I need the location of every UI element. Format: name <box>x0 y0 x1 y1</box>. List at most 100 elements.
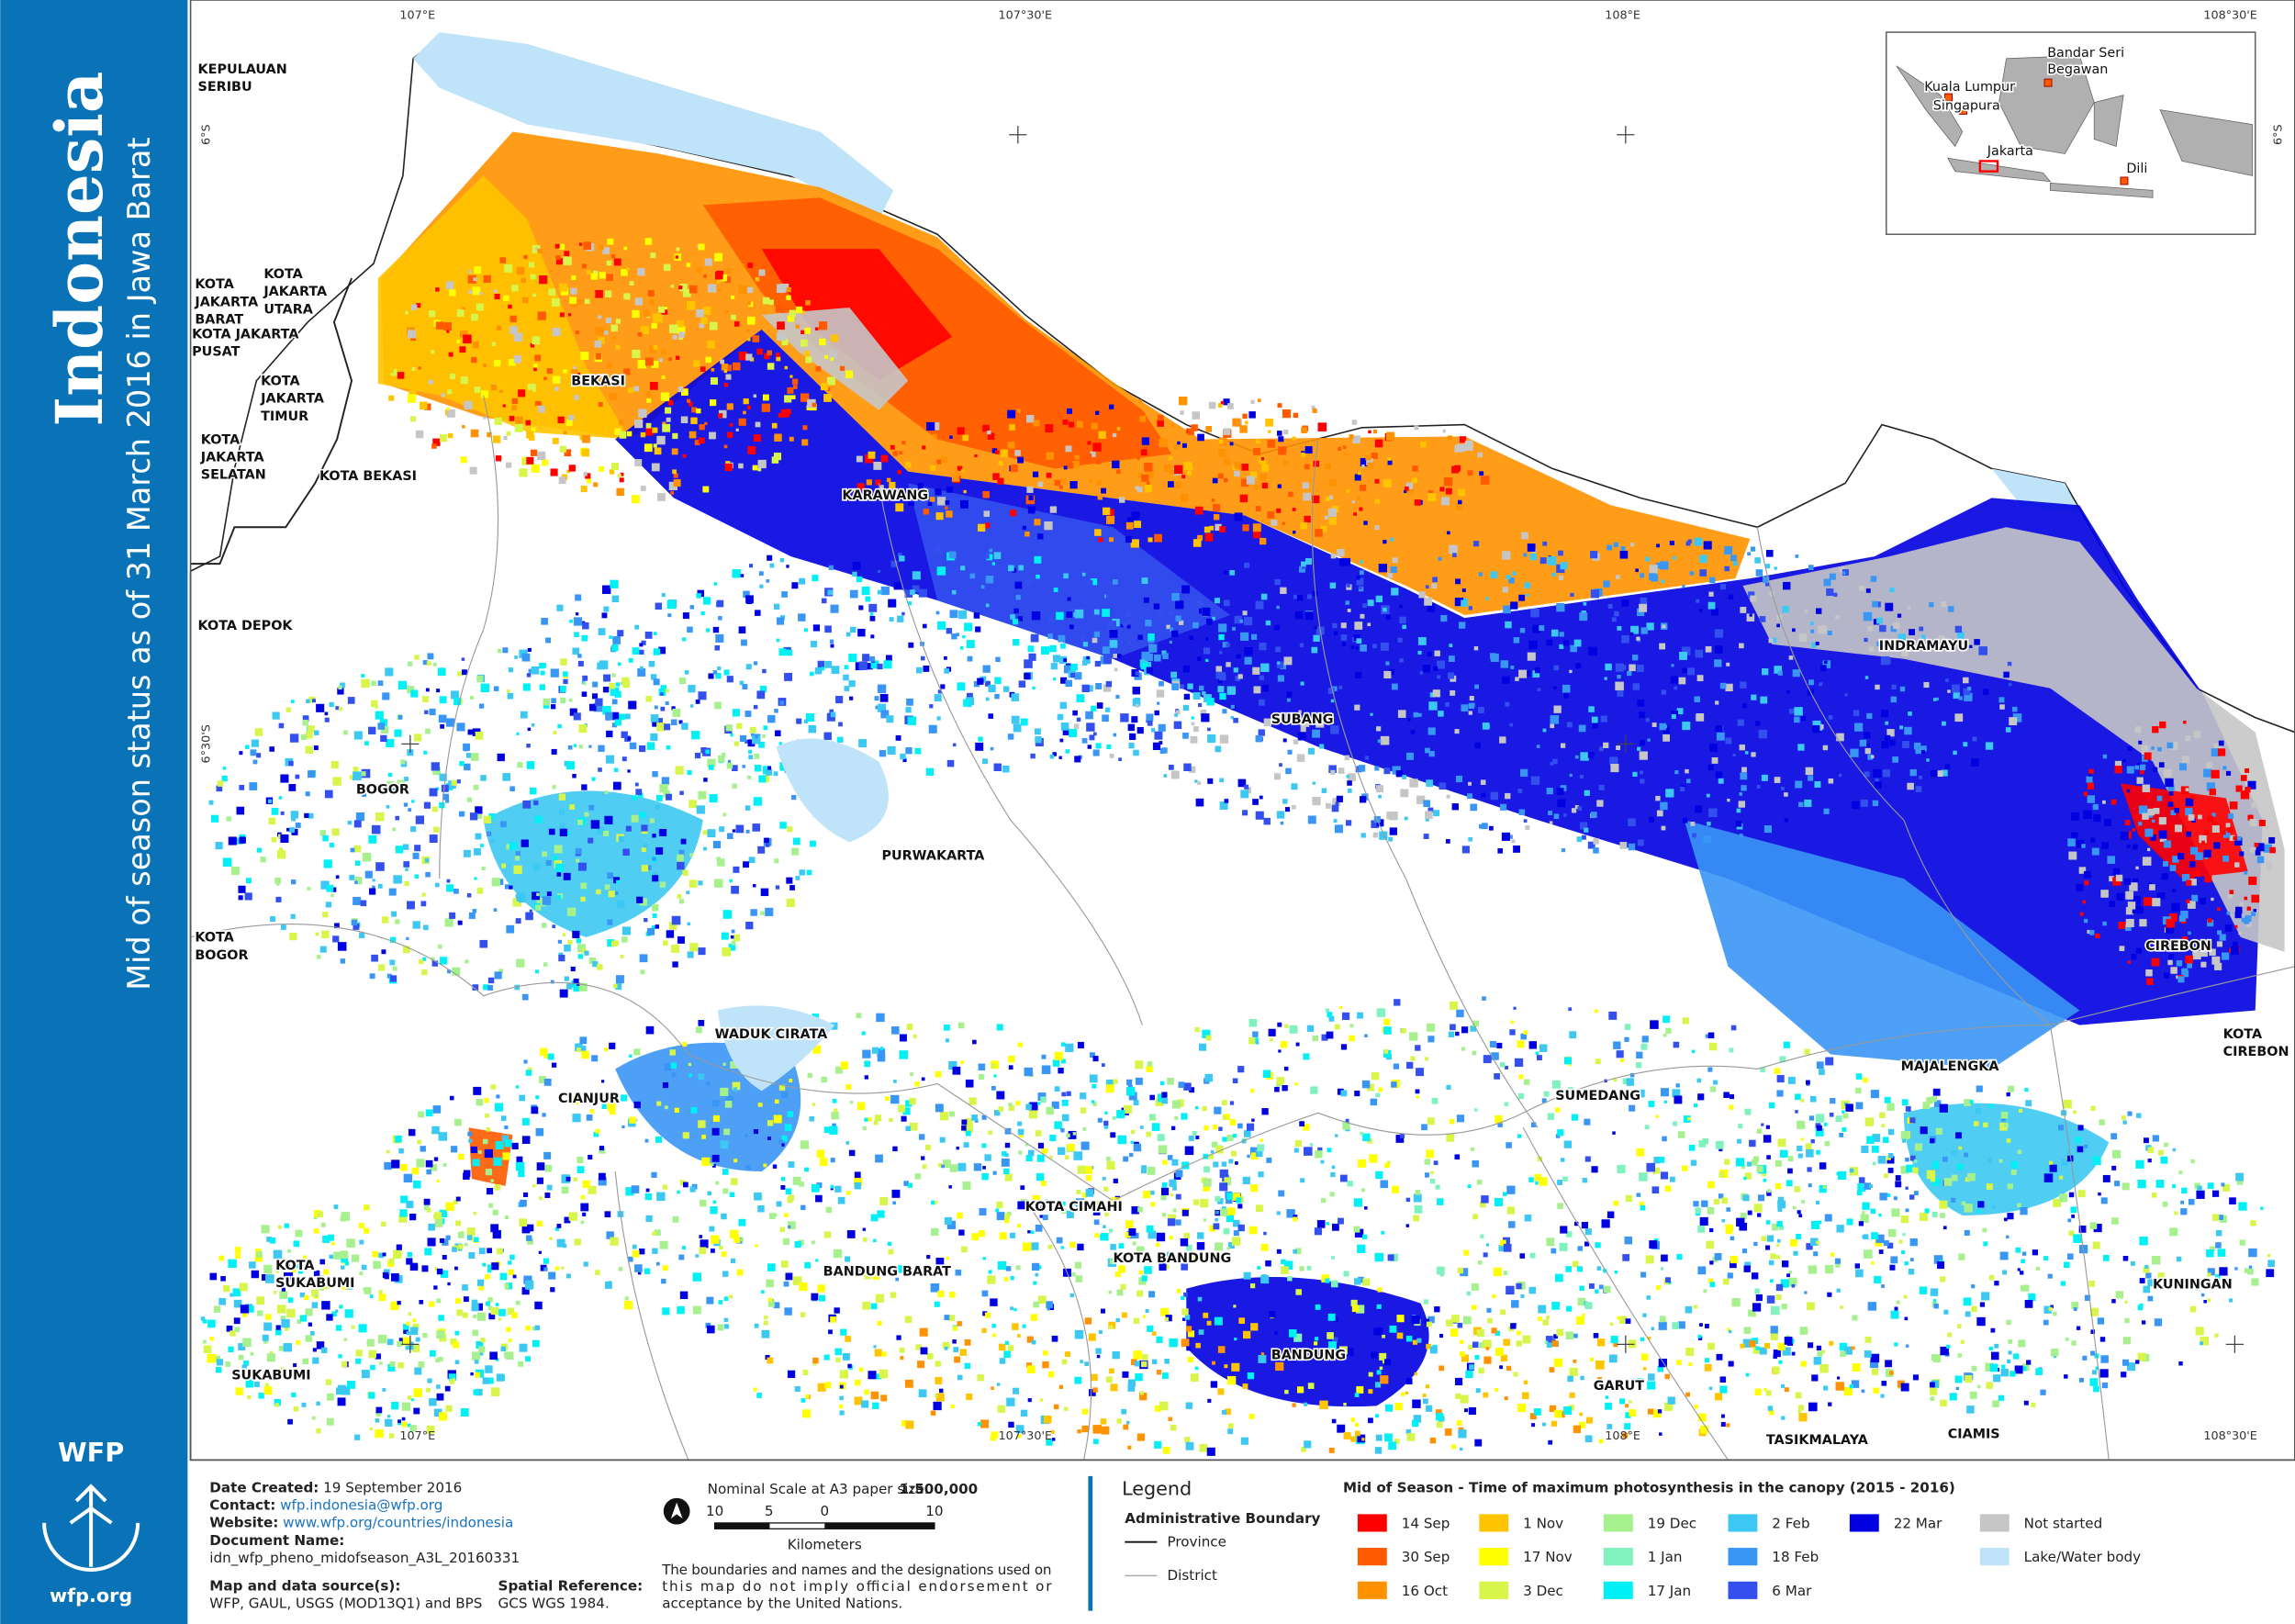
season-pixel <box>1358 765 1366 772</box>
season-pixel <box>873 1238 877 1243</box>
season-pixel <box>651 903 659 912</box>
season-pixel <box>864 1060 871 1068</box>
season-pixel <box>761 1290 765 1294</box>
season-pixel <box>480 775 487 781</box>
season-pixel <box>763 725 768 731</box>
season-pixel <box>1357 497 1361 501</box>
season-pixel <box>1656 810 1663 817</box>
season-pixel <box>993 1074 997 1078</box>
season-pixel <box>964 622 973 632</box>
season-pixel <box>526 1238 534 1245</box>
season-pixel <box>1180 410 1184 415</box>
season-pixel <box>774 858 779 864</box>
season-pixel <box>1304 446 1313 454</box>
season-pixel <box>389 936 397 943</box>
season-pixel <box>1523 553 1528 557</box>
season-pixel <box>431 957 435 961</box>
season-pixel <box>784 395 792 403</box>
season-pixel <box>2006 1092 2010 1097</box>
season-pixel <box>1499 803 1507 811</box>
season-pixel <box>623 293 631 300</box>
season-pixel <box>935 1070 942 1078</box>
season-pixel <box>408 808 412 812</box>
season-pixel <box>742 684 748 689</box>
season-pixel <box>1413 1215 1420 1222</box>
season-pixel <box>2009 717 2018 726</box>
season-pixel <box>937 1163 943 1168</box>
season-pixel <box>755 1244 758 1248</box>
season-pixel <box>460 376 468 385</box>
season-pixel <box>1257 1144 1265 1152</box>
season-pixel <box>1971 1305 1977 1313</box>
season-pixel <box>1343 1271 1349 1277</box>
season-pixel <box>1181 1295 1185 1301</box>
season-pixel <box>290 811 298 819</box>
season-pixel <box>646 398 652 403</box>
season-pixel <box>1239 425 1248 433</box>
season-pixel <box>1374 1252 1383 1262</box>
season-pixel <box>1919 1212 1929 1222</box>
season-pixel <box>1881 1381 1887 1386</box>
season-pixel <box>1636 1148 1645 1157</box>
season-pixel <box>1506 1142 1512 1148</box>
season-pixel <box>1191 716 1194 720</box>
season-pixel <box>1707 1032 1715 1039</box>
season-pixel <box>1227 403 1234 409</box>
season-pixel <box>2203 1299 2207 1304</box>
season-pixel <box>1380 1180 1389 1189</box>
season-pixel <box>1640 1271 1647 1278</box>
season-pixel <box>1770 1253 1776 1260</box>
season-pixel <box>747 263 754 268</box>
season-pixel <box>1219 651 1223 655</box>
season-pixel <box>1956 1324 1962 1328</box>
season-pixel <box>1346 489 1350 494</box>
season-pixel <box>1208 401 1216 409</box>
season-pixel <box>598 628 606 635</box>
season-pixel <box>1197 1232 1204 1239</box>
season-pixel <box>1101 1232 1109 1241</box>
season-pixel <box>409 389 417 398</box>
season-pixel <box>1749 1139 1756 1148</box>
season-pixel <box>788 1221 796 1229</box>
season-pixel <box>764 837 769 844</box>
season-pixel <box>1414 425 1419 431</box>
season-pixel <box>1365 454 1371 461</box>
season-pixel <box>678 677 687 685</box>
season-pixel <box>945 506 948 510</box>
season-pixel <box>490 1179 494 1182</box>
season-pixel <box>1798 1214 1803 1218</box>
season-pixel <box>701 1157 711 1166</box>
season-pixel <box>1640 1204 1646 1211</box>
season-pixel <box>1859 585 1864 591</box>
season-pixel <box>1154 654 1161 662</box>
season-pixel <box>1782 1260 1789 1268</box>
season-pixel <box>786 565 789 568</box>
season-pixel <box>1383 479 1392 488</box>
season-pixel <box>1707 822 1711 826</box>
season-pixel <box>565 1176 571 1182</box>
season-pixel <box>2010 1170 2017 1175</box>
season-pixel <box>858 661 868 670</box>
season-pixel <box>1374 439 1383 448</box>
season-pixel <box>1346 775 1349 778</box>
season-pixel <box>1851 1380 1860 1388</box>
season-pixel <box>1299 1266 1304 1271</box>
season-pixel <box>1709 744 1718 752</box>
season-pixel <box>574 395 579 400</box>
season-pixel <box>461 657 465 661</box>
season-pixel <box>1447 531 1450 535</box>
season-pixel <box>1209 1225 1216 1232</box>
season-pixel <box>490 1224 499 1233</box>
season-pixel <box>1283 656 1293 666</box>
season-pixel <box>1915 786 1922 792</box>
season-pixel <box>603 674 611 682</box>
season-pixel <box>1306 1025 1315 1032</box>
season-pixel <box>1126 1087 1136 1096</box>
season-pixel <box>497 648 502 654</box>
season-pixel <box>1117 1265 1126 1273</box>
season-pixel <box>877 1053 886 1062</box>
season-pixel <box>503 295 509 302</box>
season-pixel <box>819 1158 828 1167</box>
season-pixel <box>1192 692 1201 700</box>
season-pixel <box>530 449 538 456</box>
